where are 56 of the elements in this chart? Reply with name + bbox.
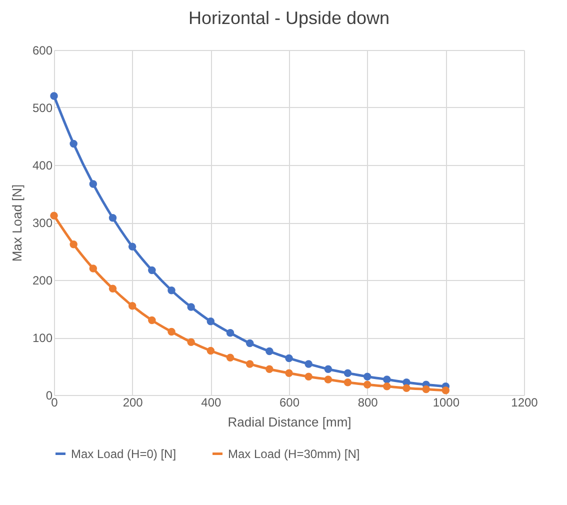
point [226, 329, 234, 337]
point [108, 284, 117, 292]
point [50, 212, 58, 220]
point [168, 286, 176, 294]
x-tick-label: 400 [201, 396, 222, 410]
y-axis-title: Max Load [N] [9, 184, 24, 262]
point [266, 365, 274, 373]
point [344, 369, 352, 378]
point [148, 266, 156, 274]
point [442, 386, 450, 394]
point [304, 372, 312, 380]
point [383, 376, 391, 384]
point [226, 354, 234, 362]
y-tick-label: 100 [32, 331, 53, 345]
legend-label: Max Load (H=30mm) [N] [228, 446, 360, 461]
point [128, 242, 136, 251]
point [324, 376, 332, 384]
point [246, 339, 254, 348]
point [422, 385, 430, 394]
point [128, 302, 136, 310]
y-tick-label: 300 [32, 216, 53, 230]
point [50, 92, 58, 100]
point [70, 240, 78, 248]
legend-label: Max Load (H=0) [N] [71, 446, 176, 461]
point [108, 214, 117, 222]
point [344, 378, 352, 386]
point [70, 140, 78, 148]
point [363, 380, 372, 389]
point [402, 384, 410, 392]
point [285, 369, 293, 378]
x-axis-title: Radial Distance [mm] [228, 414, 352, 430]
point [363, 372, 372, 380]
point [187, 338, 195, 346]
point [206, 346, 215, 355]
point [383, 382, 391, 390]
point [304, 360, 312, 368]
x-tick-label: 1200 [511, 396, 538, 410]
chart-title: Horizontal - Upside down [188, 8, 390, 28]
y-tick-label: 500 [32, 101, 53, 115]
point [206, 318, 215, 326]
y-tick-label: 600 [32, 44, 53, 58]
point [246, 360, 254, 368]
point [324, 365, 332, 373]
x-tick-label: 800 [358, 396, 378, 410]
point [148, 316, 156, 324]
y-tick-label: 200 [32, 274, 53, 288]
x-tick-label: 1000 [432, 396, 460, 410]
point [187, 303, 195, 311]
point [89, 180, 98, 188]
x-tick-label: 600 [279, 396, 300, 410]
x-tick-label: 200 [122, 396, 144, 410]
point [168, 328, 176, 336]
point [89, 264, 98, 272]
y-tick-label: 400 [32, 158, 53, 172]
point [285, 354, 293, 362]
point [266, 347, 274, 356]
